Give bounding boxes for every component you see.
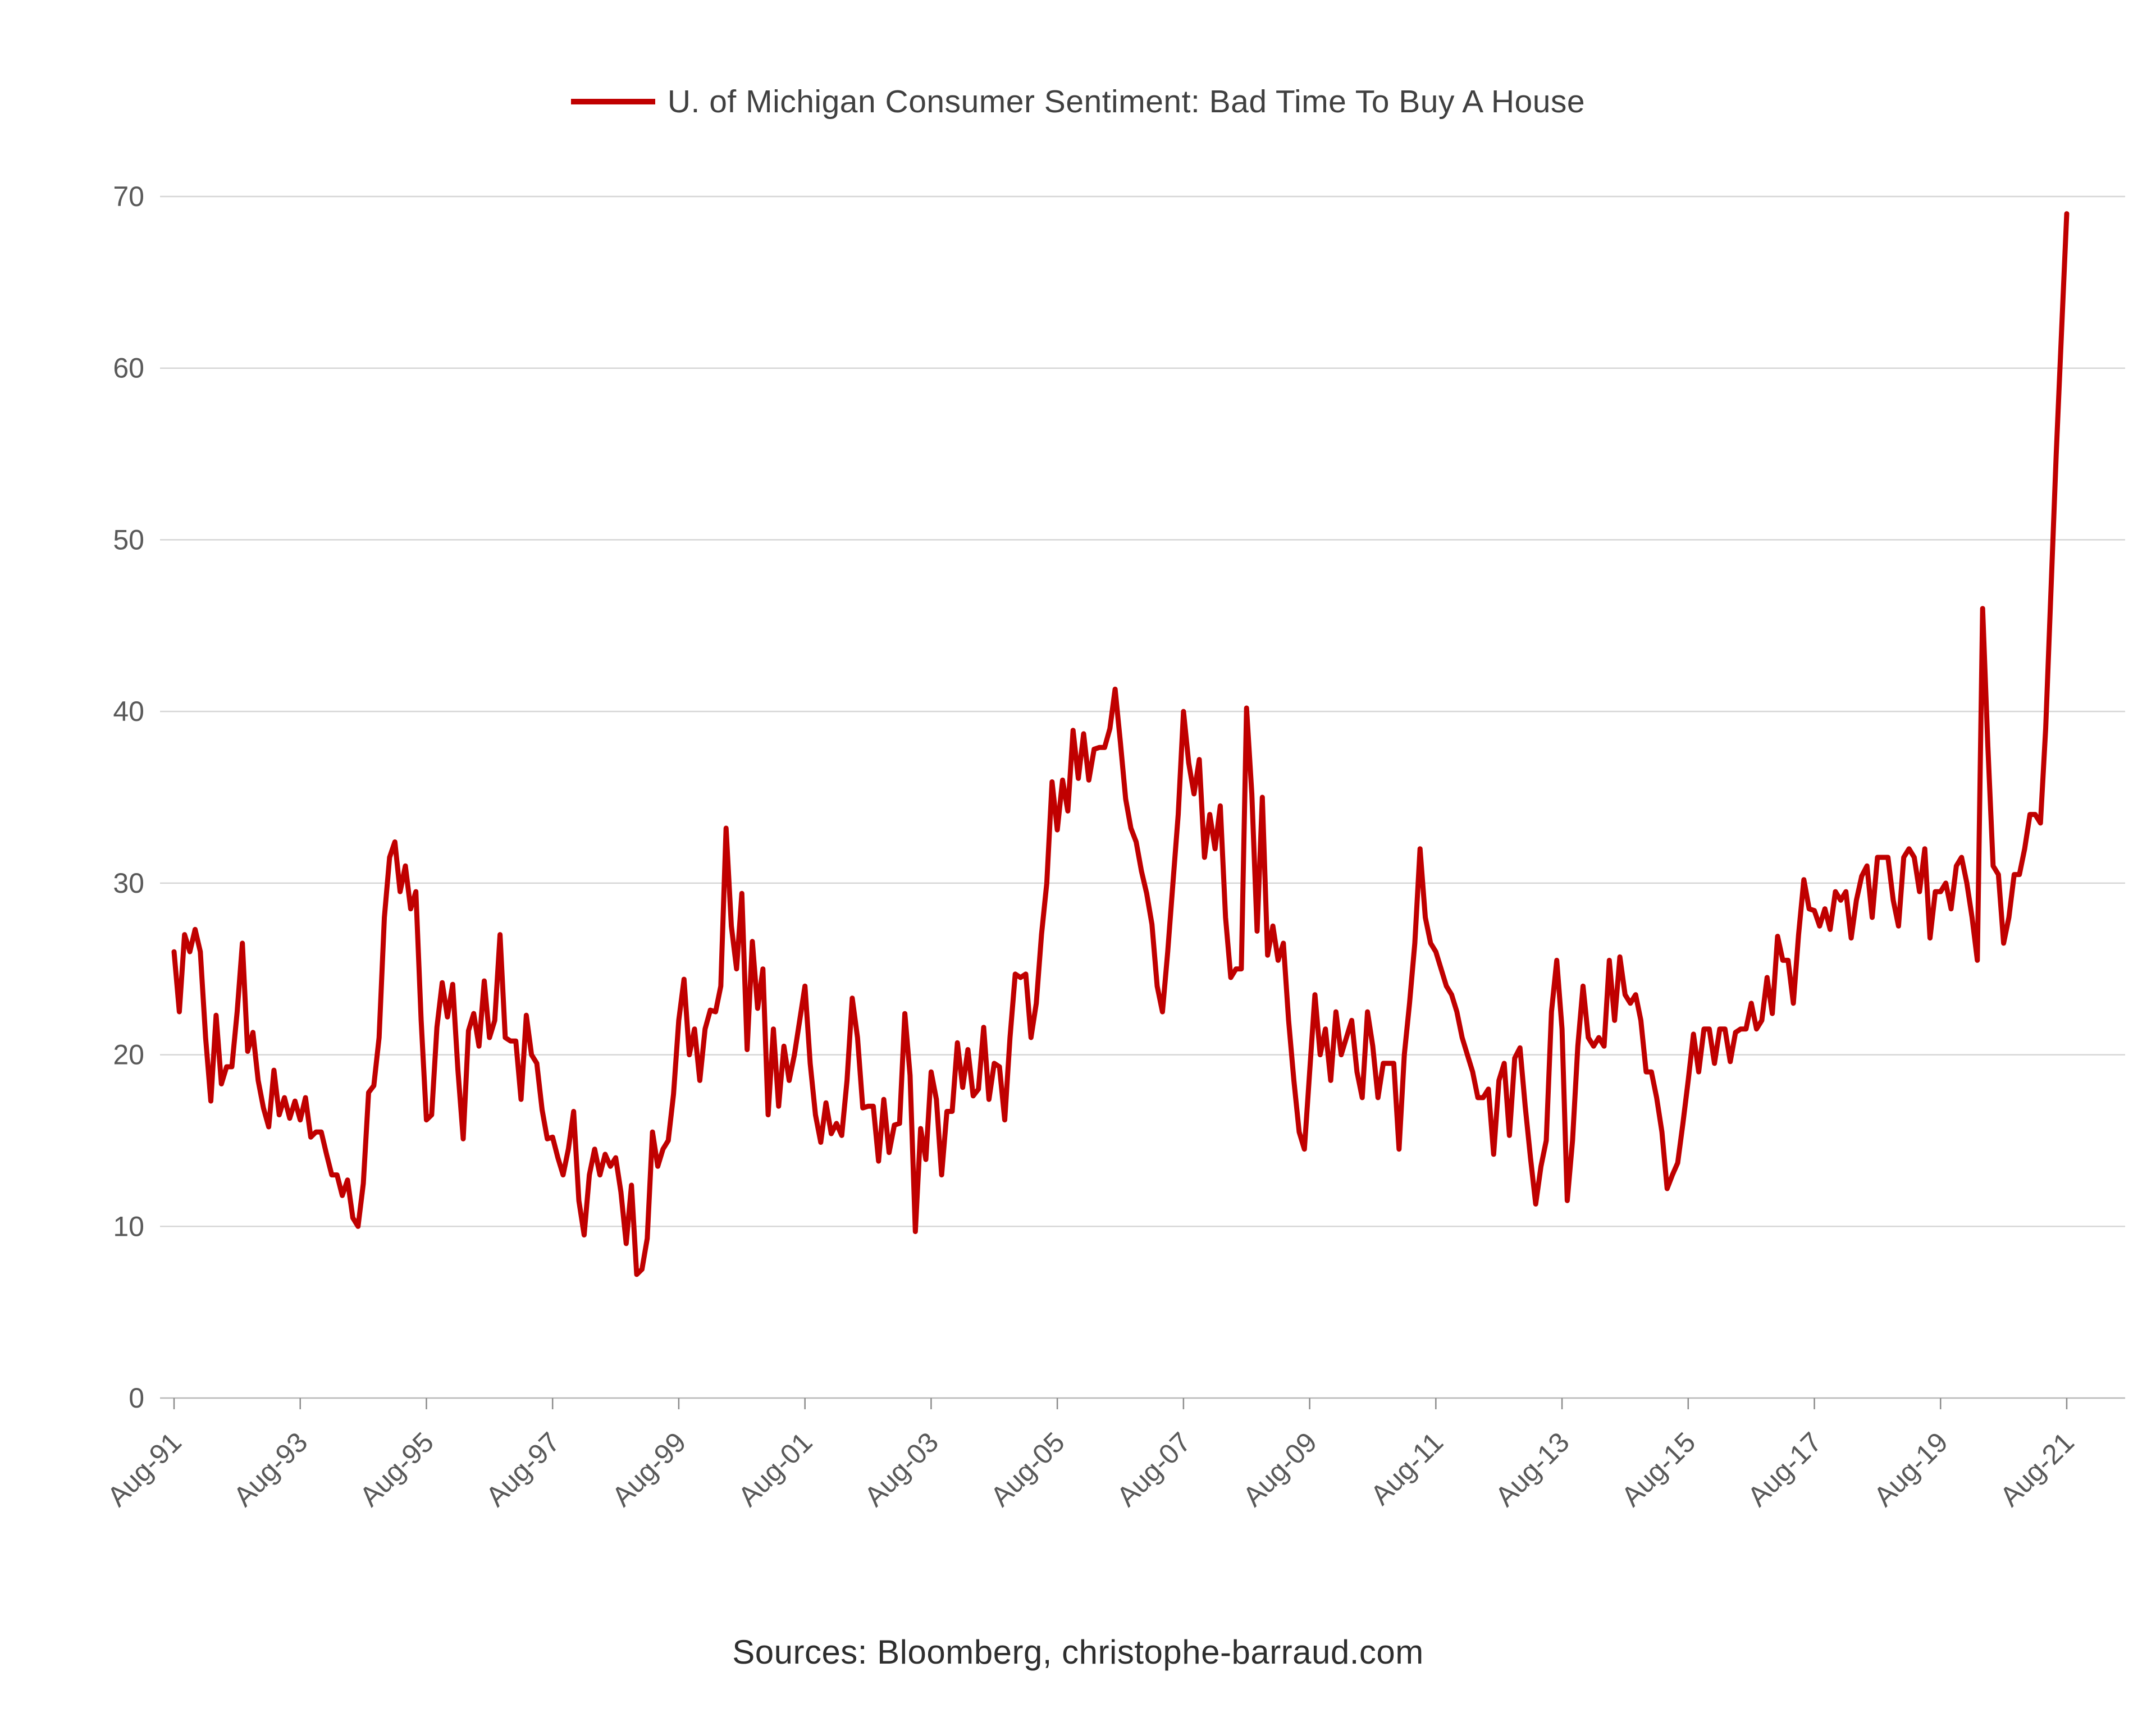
x-axis-tick-label: Aug-05 <box>984 1426 1071 1513</box>
x-axis-tick-label: Aug-01 <box>732 1426 819 1513</box>
x-axis-tick-label: Aug-11 <box>1364 1426 1449 1511</box>
sources-note: Sources: Bloomberg, christophe-barraud.c… <box>732 1633 1424 1671</box>
x-axis-tick-label: Aug-91 <box>101 1426 188 1513</box>
y-axis-tick-label: 50 <box>113 524 144 555</box>
legend-line-swatch <box>570 99 655 104</box>
y-axis-tick-label: 70 <box>113 181 144 212</box>
x-axis-tick-label: Aug-15 <box>1615 1426 1702 1513</box>
x-axis-tick-label: Aug-09 <box>1237 1426 1323 1513</box>
x-axis-tick-label: Aug-95 <box>354 1426 440 1513</box>
x-axis-tick-label: Aug-93 <box>227 1426 314 1513</box>
x-axis-tick-label: Aug-19 <box>1867 1426 1954 1513</box>
legend-label: U. of Michigan Consumer Sentiment: Bad T… <box>667 84 1586 120</box>
y-axis-tick-label: 20 <box>113 1039 144 1071</box>
x-axis-tick-label: Aug-97 <box>479 1426 566 1513</box>
y-axis-tick-label: 0 <box>129 1382 144 1414</box>
y-axis-tick-label: 10 <box>113 1211 144 1242</box>
x-axis-tick-label: Aug-07 <box>1111 1426 1197 1513</box>
x-axis-tick-label: Aug-13 <box>1489 1426 1575 1513</box>
x-axis-tick-label: Aug-17 <box>1742 1426 1828 1513</box>
y-axis-tick-label: 60 <box>113 353 144 384</box>
chart-legend: U. of Michigan Consumer Sentiment: Bad T… <box>0 83 2156 120</box>
sentiment-line-chart: 0 10 20 30 40 50 60 70 Aug-91 Aug-93 Aug-95 Aug-97 A… <box>101 181 2125 1513</box>
sentiment-series-line <box>171 211 2070 1277</box>
x-axis-tick-label: Aug-03 <box>858 1426 945 1513</box>
x-axis-tick-label: Aug-99 <box>606 1426 692 1513</box>
y-axis-tick-label: 40 <box>113 696 144 727</box>
y-axis-tick-label: 30 <box>113 867 144 899</box>
x-axis-tick-label: Aug-21 <box>1994 1426 2080 1513</box>
